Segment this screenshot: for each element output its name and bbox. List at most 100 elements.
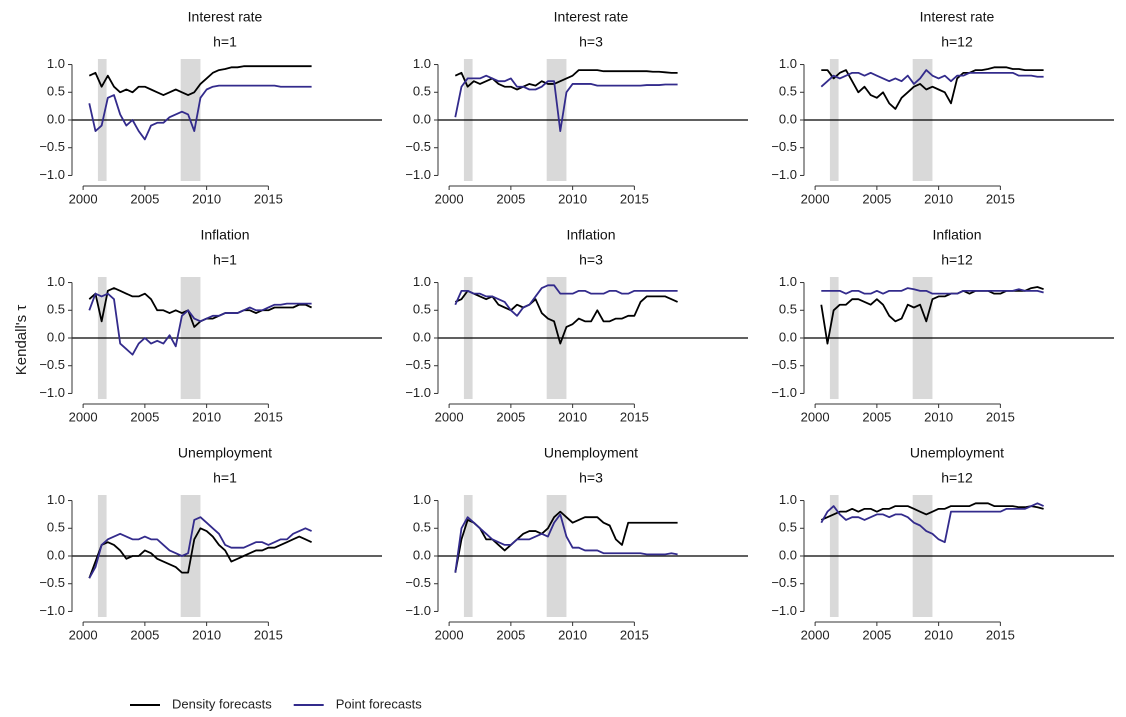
y-tick-label: 0.5 — [47, 520, 65, 535]
y-tick-label: 0.0 — [47, 547, 65, 562]
x-tick-label: 2005 — [496, 191, 525, 206]
y-tick-label: −0.5 — [39, 575, 65, 590]
series-line — [454, 74, 678, 132]
panel-title: Interest rate — [920, 9, 995, 25]
y-tick-label: 0.5 — [779, 520, 797, 535]
y-tick-label: −0.5 — [771, 357, 797, 372]
x-tick-label: 2015 — [254, 627, 283, 642]
x-tick-label: 2005 — [862, 627, 891, 642]
y-tick-label: 0.5 — [47, 302, 65, 317]
panel-subtitle: h=12 — [941, 252, 973, 268]
y-tick-label: −1.0 — [771, 603, 797, 618]
panel-title: Inflation — [932, 227, 981, 243]
x-tick-label: 2010 — [558, 409, 587, 424]
y-tick-label: −1.0 — [405, 167, 431, 182]
panel-title: Unemployment — [544, 445, 638, 461]
x-tick-label: 2010 — [924, 627, 953, 642]
panel-title: Inflation — [566, 227, 615, 243]
x-tick-label: 2015 — [986, 191, 1015, 206]
series-line — [88, 527, 312, 579]
y-tick-label: 0.5 — [47, 84, 65, 99]
y-tick-label: 0.0 — [779, 111, 797, 126]
panel-subtitle: h=1 — [213, 252, 237, 268]
x-tick-label: 2010 — [558, 627, 587, 642]
series-line — [820, 502, 1044, 521]
panel-subtitle: h=1 — [213, 34, 237, 50]
x-tick-label: 2000 — [69, 627, 98, 642]
series-line — [820, 69, 1044, 88]
x-tick-label: 2010 — [924, 409, 953, 424]
panel-title: Unemployment — [178, 445, 272, 461]
legend-label: Density forecasts — [172, 696, 272, 711]
y-tick-label: 1.0 — [47, 492, 65, 507]
y-tick-label: −1.0 — [39, 167, 65, 182]
x-tick-label: 2005 — [130, 627, 159, 642]
x-tick-label: 2015 — [986, 409, 1015, 424]
x-tick-label: 2000 — [801, 627, 830, 642]
y-tick-label: 0.0 — [413, 547, 431, 562]
x-tick-label: 2005 — [862, 191, 891, 206]
panel-subtitle: h=12 — [941, 470, 973, 486]
y-tick-label: −0.5 — [771, 139, 797, 154]
y-tick-label: −0.5 — [39, 357, 65, 372]
x-tick-label: 2015 — [986, 627, 1015, 642]
x-tick-label: 2000 — [801, 191, 830, 206]
x-tick-label: 2010 — [192, 627, 221, 642]
y-tick-label: 0.0 — [47, 329, 65, 344]
series-line — [88, 516, 312, 579]
y-tick-label: 0.0 — [413, 329, 431, 344]
panel-subtitle: h=12 — [941, 34, 973, 50]
y-tick-label: 1.0 — [413, 492, 431, 507]
y-tick-label: 0.0 — [779, 329, 797, 344]
series-line — [88, 84, 312, 141]
x-tick-label: 2005 — [130, 409, 159, 424]
y-tick-label: 1.0 — [779, 492, 797, 507]
y-tick-label: 0.5 — [413, 84, 431, 99]
y-axis-label: Kendall's τ — [13, 305, 30, 376]
panel-subtitle: h=1 — [213, 470, 237, 486]
series-line — [88, 65, 312, 96]
y-tick-label: 0.0 — [47, 111, 65, 126]
y-tick-label: 0.5 — [779, 84, 797, 99]
x-tick-label: 2015 — [254, 409, 283, 424]
y-tick-label: 1.0 — [779, 56, 797, 71]
series-line — [821, 287, 1044, 295]
panel-title: Inflation — [200, 227, 249, 243]
y-tick-label: 1.0 — [47, 56, 65, 71]
y-tick-label: −1.0 — [771, 385, 797, 400]
y-tick-label: 0.5 — [413, 302, 431, 317]
series-line — [454, 284, 678, 317]
y-tick-label: −0.5 — [771, 575, 797, 590]
x-tick-label: 2005 — [862, 409, 891, 424]
x-tick-label: 2000 — [69, 409, 98, 424]
panel-title: Interest rate — [554, 9, 629, 25]
y-tick-label: 0.5 — [779, 302, 797, 317]
x-tick-label: 2015 — [620, 409, 649, 424]
y-tick-label: −1.0 — [771, 167, 797, 182]
y-tick-label: −0.5 — [405, 139, 431, 154]
series-line — [820, 502, 1044, 544]
x-tick-label: 2015 — [254, 191, 283, 206]
y-tick-label: −1.0 — [39, 385, 65, 400]
y-tick-label: 1.0 — [413, 274, 431, 289]
x-tick-label: 2000 — [435, 191, 464, 206]
x-tick-label: 2000 — [435, 409, 464, 424]
panel-subtitle: h=3 — [579, 34, 603, 50]
x-tick-label: 2015 — [620, 191, 649, 206]
panel-subtitle: h=3 — [579, 470, 603, 486]
x-tick-label: 2000 — [69, 191, 98, 206]
y-tick-label: 1.0 — [47, 274, 65, 289]
y-tick-label: −1.0 — [39, 603, 65, 618]
y-tick-label: 0.5 — [413, 520, 431, 535]
x-tick-label: 2005 — [496, 627, 525, 642]
panel-subtitle: h=3 — [579, 252, 603, 268]
x-tick-label: 2000 — [801, 409, 830, 424]
y-tick-label: −0.5 — [39, 139, 65, 154]
y-tick-label: −0.5 — [405, 357, 431, 372]
y-tick-label: 0.0 — [779, 547, 797, 562]
series-line — [454, 513, 678, 573]
legend-label: Point forecasts — [336, 696, 422, 711]
y-tick-label: −1.0 — [405, 385, 431, 400]
y-tick-label: −1.0 — [405, 603, 431, 618]
x-tick-label: 2010 — [924, 191, 953, 206]
